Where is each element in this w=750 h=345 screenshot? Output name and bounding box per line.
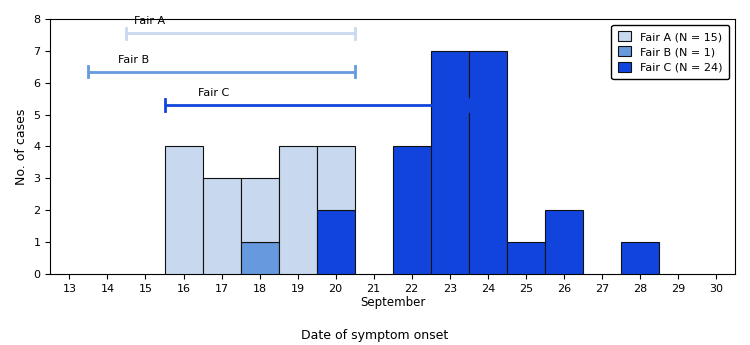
Bar [393,146,430,274]
Text: Fair B: Fair B [118,55,149,65]
Bar [164,146,202,274]
Bar [316,210,355,274]
Bar [430,51,469,274]
Bar [621,242,659,274]
X-axis label: September: September [360,296,425,309]
Bar [469,51,507,274]
Legend: Fair A (N = 15), Fair B (N = 1), Fair C (N = 24): Fair A (N = 15), Fair B (N = 1), Fair C … [611,24,730,79]
Text: Fair C: Fair C [198,88,230,98]
Text: Fair A: Fair A [134,16,165,26]
Bar [278,146,316,274]
Text: Date of symptom onset: Date of symptom onset [302,328,448,342]
Bar [241,178,278,242]
Bar [316,146,355,210]
Bar [507,242,544,274]
Bar [202,178,241,274]
Y-axis label: No. of cases: No. of cases [15,108,28,185]
Bar [544,210,583,274]
Bar [241,242,278,274]
